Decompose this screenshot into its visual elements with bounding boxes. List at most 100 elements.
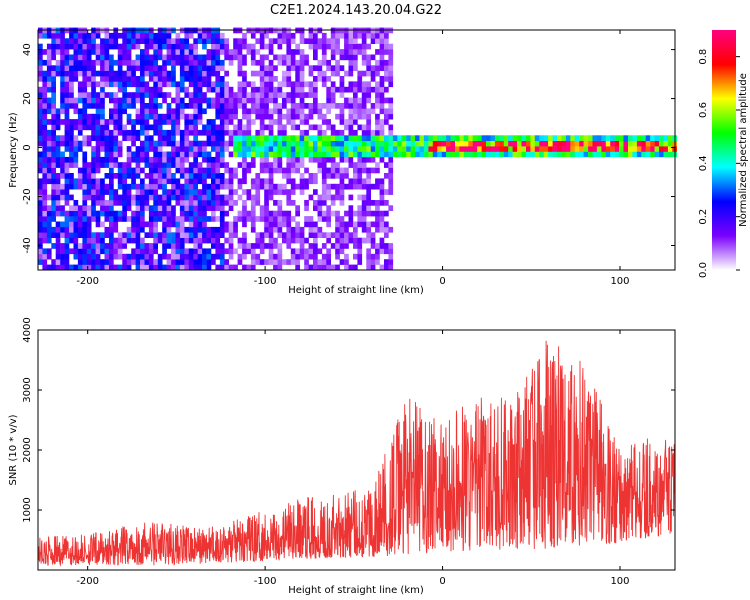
heatmap-cell	[344, 173, 349, 179]
heatmap-cell	[153, 162, 158, 168]
heatmap-cell	[250, 32, 256, 39]
heatmap-cell	[366, 65, 371, 71]
heatmap-cell	[308, 108, 314, 115]
heatmap-cell	[366, 119, 371, 125]
heatmap-cell	[206, 135, 212, 141]
heatmap-cell	[379, 38, 385, 44]
heatmap-cell	[126, 70, 132, 77]
heatmap-cell	[82, 92, 88, 98]
heatmap-cell	[295, 135, 300, 141]
heatmap-cell	[100, 86, 105, 93]
heatmap-cell	[193, 264, 198, 271]
heatmap-cell	[197, 76, 203, 82]
heatmap-cell	[259, 76, 265, 82]
heatmap-cell	[202, 151, 207, 158]
heatmap-cell	[228, 183, 234, 190]
heatmap-cell	[605, 135, 611, 141]
heatmap-cell	[357, 70, 363, 77]
heatmap-cell	[286, 232, 292, 238]
heatmap-cell	[202, 216, 207, 222]
heatmap-cell	[113, 194, 119, 201]
heatmap-cell	[162, 38, 167, 44]
heatmap-cell	[242, 76, 247, 82]
heatmap-cell	[77, 248, 83, 255]
heatmap-cell	[86, 243, 92, 249]
heatmap-cell	[117, 32, 123, 39]
heatmap-cell	[117, 243, 123, 249]
heatmap-cell	[224, 210, 229, 217]
heatmap-cell	[69, 97, 74, 104]
heatmap-cell	[157, 200, 163, 206]
heatmap-cell	[211, 146, 216, 152]
heatmap-cell	[273, 167, 278, 174]
heatmap-cell	[250, 43, 256, 50]
heatmap-cell	[499, 140, 504, 147]
heatmap-cell	[153, 194, 158, 201]
heatmap-cell	[268, 253, 274, 260]
heatmap-cell	[308, 221, 314, 228]
heatmap-cell	[339, 221, 345, 228]
heatmap-cell	[135, 92, 141, 98]
heatmap-cell	[250, 70, 256, 77]
heatmap-cell	[64, 108, 70, 115]
heatmap-cell	[477, 140, 482, 147]
heatmap-cell	[206, 124, 212, 131]
heatmap-cell	[86, 65, 92, 71]
heatmap-cell	[366, 70, 371, 77]
heatmap-cell	[282, 81, 287, 88]
heatmap-cell	[122, 135, 127, 141]
heatmap-cell	[366, 221, 371, 228]
heatmap-cell	[596, 140, 602, 147]
heatmap-cell	[344, 237, 349, 244]
heatmap-cell	[339, 135, 345, 141]
heatmap-cell	[135, 146, 141, 152]
heatmap-cell	[361, 124, 367, 131]
heatmap-cell	[579, 140, 584, 147]
heatmap-cell	[219, 59, 225, 66]
heatmap-cell	[361, 108, 367, 115]
heatmap-cell	[179, 189, 185, 195]
heatmap-cell	[375, 70, 380, 77]
heatmap-cell	[313, 97, 318, 104]
heatmap-cell	[144, 70, 150, 77]
heatmap-cell	[286, 173, 292, 179]
heatmap-cell	[326, 108, 331, 115]
heatmap-cell	[188, 32, 194, 39]
heatmap-cell	[357, 140, 363, 147]
heatmap-cell	[64, 124, 70, 131]
heatmap-cell	[109, 151, 114, 158]
heatmap-cell	[148, 92, 154, 98]
heatmap-cell	[335, 70, 340, 77]
heatmap-cell	[42, 124, 48, 131]
heatmap-cell	[286, 167, 292, 174]
heatmap-cell	[104, 189, 110, 195]
heatmap-cell	[228, 253, 234, 260]
heatmap-cell	[193, 43, 198, 50]
heatmap-cell	[335, 135, 340, 141]
heatmap-cell	[548, 135, 553, 141]
heatmap-cell	[423, 140, 429, 147]
heatmap-cell	[171, 232, 176, 238]
heatmap-cell	[255, 113, 261, 120]
heatmap-cell	[95, 194, 101, 201]
heatmap-cell	[255, 200, 261, 206]
heatmap-cell	[286, 221, 292, 228]
heatmap-cell	[55, 173, 61, 179]
heatmap-cell	[64, 43, 70, 50]
heatmap-cell	[179, 226, 185, 233]
heatmap-cell	[175, 54, 181, 61]
heatmap-cell	[242, 216, 247, 222]
heatmap-cell	[397, 135, 402, 141]
heatmap-cell	[46, 108, 52, 115]
heatmap-cell	[166, 167, 172, 174]
heatmap-cell	[51, 65, 56, 71]
heatmap-cell	[82, 140, 88, 147]
heatmap-cell	[117, 264, 123, 271]
heatmap-cell	[259, 103, 265, 109]
heatmap-cell	[277, 135, 283, 141]
heatmap-cell	[388, 129, 394, 136]
heatmap-cell	[344, 253, 349, 260]
heatmap-cell	[64, 178, 70, 185]
colorbar-gradient	[712, 30, 736, 270]
heatmap-cell	[299, 162, 305, 168]
